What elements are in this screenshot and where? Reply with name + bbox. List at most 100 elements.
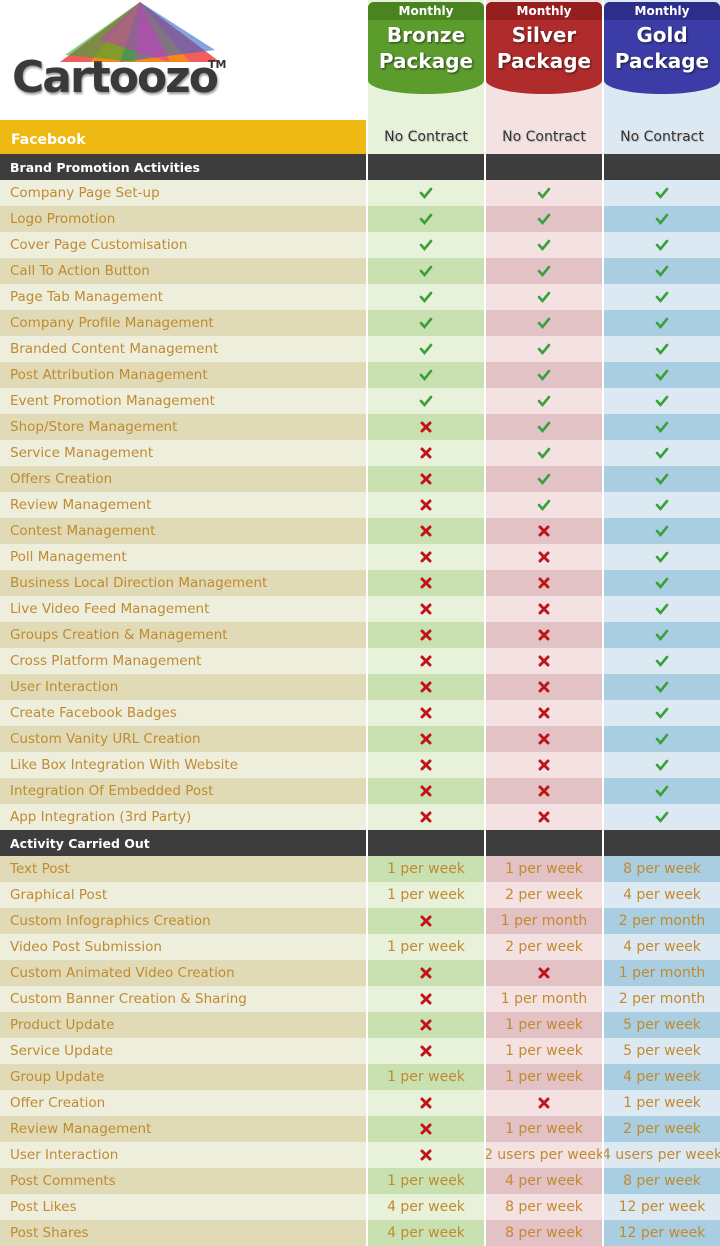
cross-icon [420, 1097, 432, 1109]
feature-label: Branded Content Management [0, 336, 366, 362]
feature-label: Business Local Direction Management [0, 570, 366, 596]
check-icon [419, 213, 433, 226]
check-icon [655, 525, 669, 538]
feature-label: Contest Management [0, 518, 366, 544]
feature-value: 2 per week [486, 882, 602, 908]
check-icon [655, 317, 669, 330]
cross-icon [538, 785, 550, 797]
section-cell [368, 154, 484, 180]
feature-label: Graphical Post [0, 882, 366, 908]
check-icon [655, 811, 669, 824]
feature-cell [486, 518, 602, 544]
feature-value: 1 per week [604, 1090, 720, 1116]
check-icon [419, 395, 433, 408]
package-name: Gold Package [614, 23, 710, 73]
feature-label: Logo Promotion [0, 206, 366, 232]
feature-value: 4 per week [604, 934, 720, 960]
cross-icon [538, 759, 550, 771]
feature-label: Company Profile Management [0, 310, 366, 336]
feature-cell [486, 258, 602, 284]
feature-cell [604, 336, 720, 362]
feature-value: 4 per week [368, 1220, 484, 1246]
cross-icon [420, 577, 432, 589]
feature-cell [368, 1142, 484, 1168]
check-icon [537, 473, 551, 486]
feature-cell [604, 622, 720, 648]
feature-value: 4 per week [486, 1168, 602, 1194]
feature-cell [368, 310, 484, 336]
section-cell [604, 830, 720, 856]
cross-icon [538, 967, 550, 979]
logo-mark [60, 2, 220, 62]
feature-value: 1 per week [486, 1012, 602, 1038]
feature-value: 1 per month [486, 986, 602, 1012]
cross-icon [420, 525, 432, 537]
check-icon [655, 655, 669, 668]
cross-icon [538, 603, 550, 615]
feature-label: Custom Animated Video Creation [0, 960, 366, 986]
cross-icon [538, 525, 550, 537]
feature-cell [486, 1090, 602, 1116]
feature-value: 1 per week [486, 856, 602, 882]
feature-cell [368, 648, 484, 674]
feature-label: Page Tab Management [0, 284, 366, 310]
feature-cell [486, 596, 602, 622]
check-icon [655, 759, 669, 772]
feature-label: Service Management [0, 440, 366, 466]
feature-value: 2 per week [604, 1116, 720, 1142]
cross-icon [538, 629, 550, 641]
cross-icon [420, 707, 432, 719]
feature-cell [604, 570, 720, 596]
cross-icon [538, 681, 550, 693]
feature-cell [486, 362, 602, 388]
cross-icon [420, 1149, 432, 1161]
check-icon [537, 343, 551, 356]
feature-cell [368, 206, 484, 232]
comparison-table: Brand Promotion Activities Company Page S… [0, 154, 720, 1246]
feature-label: Post Shares [0, 1220, 366, 1246]
feature-cell [368, 700, 484, 726]
feature-label: Post Attribution Management [0, 362, 366, 388]
feature-cell [604, 258, 720, 284]
feature-cell [486, 752, 602, 778]
cross-icon [538, 733, 550, 745]
feature-label: Custom Vanity URL Creation [0, 726, 366, 752]
feature-cell [486, 310, 602, 336]
check-icon [655, 551, 669, 564]
cross-icon [538, 577, 550, 589]
package-header: Monthly Bronze Package No Contract [368, 0, 484, 154]
feature-label: Call To Action Button [0, 258, 366, 284]
check-icon [537, 369, 551, 382]
cross-icon [538, 1097, 550, 1109]
feature-value: 12 per week [604, 1220, 720, 1246]
section-cell [604, 154, 720, 180]
feature-cell [368, 284, 484, 310]
feature-cell [604, 310, 720, 336]
feature-label: Offers Creation [0, 466, 366, 492]
feature-value: 2 per month [604, 986, 720, 1012]
cross-icon [420, 915, 432, 927]
feature-value: 1 per week [368, 1064, 484, 1090]
feature-value: 2 per month [604, 908, 720, 934]
check-icon [655, 213, 669, 226]
feature-cell [368, 752, 484, 778]
check-icon [655, 473, 669, 486]
feature-cell [368, 570, 484, 596]
feature-cell [486, 466, 602, 492]
feature-cell [368, 986, 484, 1012]
check-icon [655, 343, 669, 356]
feature-cell [486, 284, 602, 310]
package-contract: No Contract [620, 129, 704, 145]
feature-cell [368, 362, 484, 388]
cross-icon [420, 499, 432, 511]
feature-label: Text Post [0, 856, 366, 882]
feature-cell [368, 622, 484, 648]
feature-cell [604, 180, 720, 206]
feature-value: 8 per week [604, 1168, 720, 1194]
feature-cell [368, 1038, 484, 1064]
section-cell [486, 154, 602, 180]
check-icon [419, 291, 433, 304]
feature-cell [486, 388, 602, 414]
feature-value: 2 users per week [486, 1142, 602, 1168]
package-contract: No Contract [502, 129, 586, 145]
